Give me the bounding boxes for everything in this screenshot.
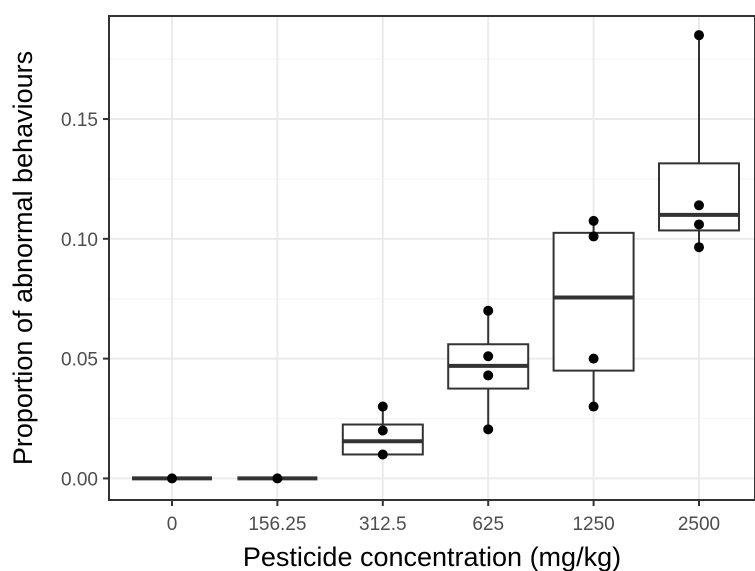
boxplot <box>658 35 740 248</box>
data-point <box>588 231 599 242</box>
data-point <box>483 424 494 435</box>
x-tick-label: 625 <box>472 514 504 535</box>
data-point <box>483 370 494 381</box>
y-axis-title: Proportion of abnormal behaviours <box>8 51 38 465</box>
data-point <box>588 353 599 364</box>
box <box>552 231 635 372</box>
data-point <box>377 449 388 460</box>
data-point <box>694 219 704 230</box>
panel-border <box>108 15 755 501</box>
data-point <box>694 200 704 211</box>
x-tick-label: 312.5 <box>359 514 407 535</box>
data-point <box>483 305 494 316</box>
data-point <box>588 215 599 226</box>
data-point <box>588 401 599 412</box>
data-points <box>167 30 704 484</box>
data-point <box>377 401 388 412</box>
data-point <box>272 473 283 484</box>
x-tick-label: 0 <box>167 514 178 535</box>
panel-background <box>109 16 755 500</box>
x-tick-label: 156.25 <box>248 514 306 535</box>
data-point <box>377 425 388 436</box>
y-tick-label: 0.15 <box>61 110 98 131</box>
axis-ticks: 0.00 0.05 0.10 0.15 0 156.25 312.5 625 1250 2500 <box>61 110 720 535</box>
data-point <box>483 351 494 362</box>
y-tick-label: 0.10 <box>61 230 98 251</box>
boxplot <box>552 220 635 407</box>
y-tick-label: 0.05 <box>61 350 98 371</box>
data-point <box>167 473 177 484</box>
x-tick-label: 2500 <box>678 514 720 535</box>
x-tick-label: 1250 <box>572 514 614 535</box>
y-tick-label: 0.00 <box>61 469 98 490</box>
box <box>658 162 740 232</box>
grid-lines <box>109 16 755 500</box>
x-axis-title: Pesticide concentration (mg/kg) <box>243 542 621 571</box>
data-point <box>694 242 704 253</box>
data-point <box>694 30 704 41</box>
